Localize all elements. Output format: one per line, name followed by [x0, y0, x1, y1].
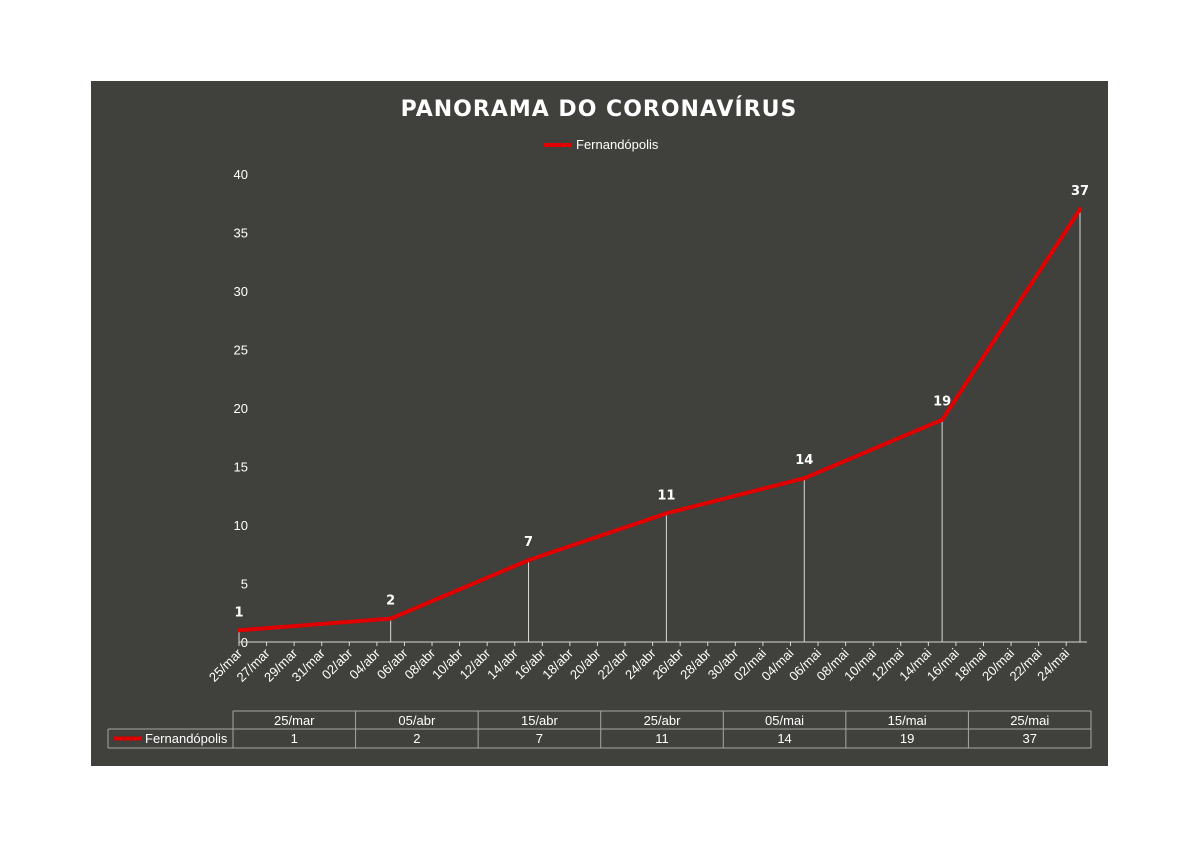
x-tick-label: 24/mai	[1034, 645, 1072, 683]
y-axis: 0510152025303540	[234, 167, 248, 650]
data-point	[1078, 207, 1082, 212]
table-value-cell: 2	[413, 731, 420, 746]
table-value-cell: 1	[291, 731, 298, 746]
chart-title: PANORAMA DO CORONAVÍRUS	[401, 96, 798, 122]
table-header-cell: 25/mai	[1010, 713, 1049, 728]
data-label: 1	[234, 605, 243, 620]
data-point	[940, 417, 945, 422]
series-line-fernandopolis	[237, 207, 1082, 633]
data-point	[237, 628, 241, 633]
y-tick-label: 15	[234, 460, 248, 475]
y-tick-label: 25	[234, 343, 248, 358]
table-row-label: Fernandópolis	[145, 731, 228, 746]
y-tick-label: 35	[234, 226, 248, 241]
table-header-cell: 15/mai	[888, 713, 927, 728]
legend: Fernandópolis	[543, 137, 659, 152]
data-point	[526, 558, 531, 563]
data-labels: 1 2 7 11 14 19 37	[234, 184, 1089, 620]
table-value-cell: 11	[655, 731, 669, 746]
line-chart: PANORAMA DO CORONAVÍRUS Fernandópolis 05…	[107, 96, 1092, 749]
y-tick-label: 10	[234, 518, 248, 533]
data-label: 14	[795, 453, 813, 468]
data-label: 7	[524, 535, 533, 550]
y-tick-label: 20	[234, 401, 248, 416]
table-header-cell: 05/mai	[765, 713, 804, 728]
data-table: Fernandópolis 25/mar 1 05/abr 2 15/abr 7 25/abr…	[107, 710, 1092, 749]
drop-lines	[238, 209, 1081, 642]
table-value-cell: 14	[777, 731, 791, 746]
data-label: 37	[1071, 184, 1089, 199]
x-axis: 25/mar27/mar29/mar31/mar02/abr04/abr06/a…	[206, 641, 1087, 685]
chart-panel: PANORAMA DO CORONAVÍRUS Fernandópolis 05…	[91, 81, 1108, 766]
data-label: 2	[386, 594, 395, 609]
data-label: 19	[933, 395, 951, 410]
table-header-cell: 25/abr	[644, 713, 682, 728]
data-label: 11	[657, 488, 675, 503]
data-point	[664, 511, 669, 516]
y-tick-label: 5	[241, 577, 248, 592]
table-header-cell: 05/abr	[398, 713, 436, 728]
table-value-cell: 7	[536, 731, 543, 746]
data-point	[388, 616, 393, 621]
table-header-cell: 15/abr	[521, 713, 559, 728]
y-tick-label: 30	[234, 284, 248, 299]
table-value-cell: 19	[900, 731, 914, 746]
legend-label: Fernandópolis	[576, 137, 659, 152]
table-header-cell: 25/mar	[274, 713, 315, 728]
table-value-cell: 37	[1022, 731, 1036, 746]
series-group	[237, 207, 1082, 633]
y-tick-label: 40	[234, 167, 248, 182]
data-point	[802, 476, 807, 481]
